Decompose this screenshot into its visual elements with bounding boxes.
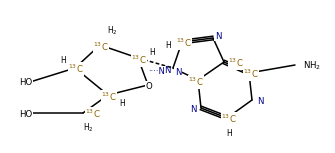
Text: N: N: [215, 32, 221, 41]
Text: $\mathregular{{}^{13}}$C: $\mathregular{{}^{13}}$C: [176, 37, 192, 49]
Text: $\mathregular{\cdots\!\!\cdot}$N: $\mathregular{\cdots\!\!\cdot}$N: [153, 63, 173, 75]
Text: $\mathregular{{}^{13}}$C: $\mathregular{{}^{13}}$C: [85, 108, 101, 120]
Text: $\mathregular{{}^{13}}$C: $\mathregular{{}^{13}}$C: [101, 91, 117, 103]
Text: $\mathregular{{}^{13}}$C: $\mathregular{{}^{13}}$C: [131, 54, 147, 66]
Text: N: N: [190, 104, 196, 114]
Text: H: H: [60, 56, 66, 65]
Text: $\mathregular{{}^{13}}$C: $\mathregular{{}^{13}}$C: [228, 57, 244, 69]
Text: N: N: [257, 97, 263, 106]
Text: $\mathregular{{}^{13}}$C: $\mathregular{{}^{13}}$C: [93, 41, 109, 53]
Text: H: H: [149, 47, 155, 56]
Text: H: H: [165, 41, 171, 50]
Text: N: N: [175, 67, 181, 76]
Text: NH$\mathregular{_2}$: NH$\mathregular{_2}$: [303, 60, 321, 72]
Text: H$\mathregular{_2}$: H$\mathregular{_2}$: [107, 25, 117, 37]
Text: H: H: [119, 99, 125, 108]
Text: HO: HO: [19, 110, 32, 119]
Text: O: O: [146, 82, 152, 91]
Text: $\mathregular{{}^{13}}$C: $\mathregular{{}^{13}}$C: [68, 63, 84, 75]
Text: H$\mathregular{_2}$: H$\mathregular{_2}$: [83, 122, 93, 134]
Text: H: H: [226, 129, 232, 138]
Text: $\mathregular{{}^{13}}$C: $\mathregular{{}^{13}}$C: [243, 68, 259, 80]
Text: ····N: ····N: [148, 67, 165, 75]
Text: $\mathregular{{}^{13}}$C: $\mathregular{{}^{13}}$C: [221, 113, 237, 125]
Text: $\mathregular{{}^{13}}$C: $\mathregular{{}^{13}}$C: [188, 76, 204, 88]
Text: HO: HO: [19, 78, 32, 86]
